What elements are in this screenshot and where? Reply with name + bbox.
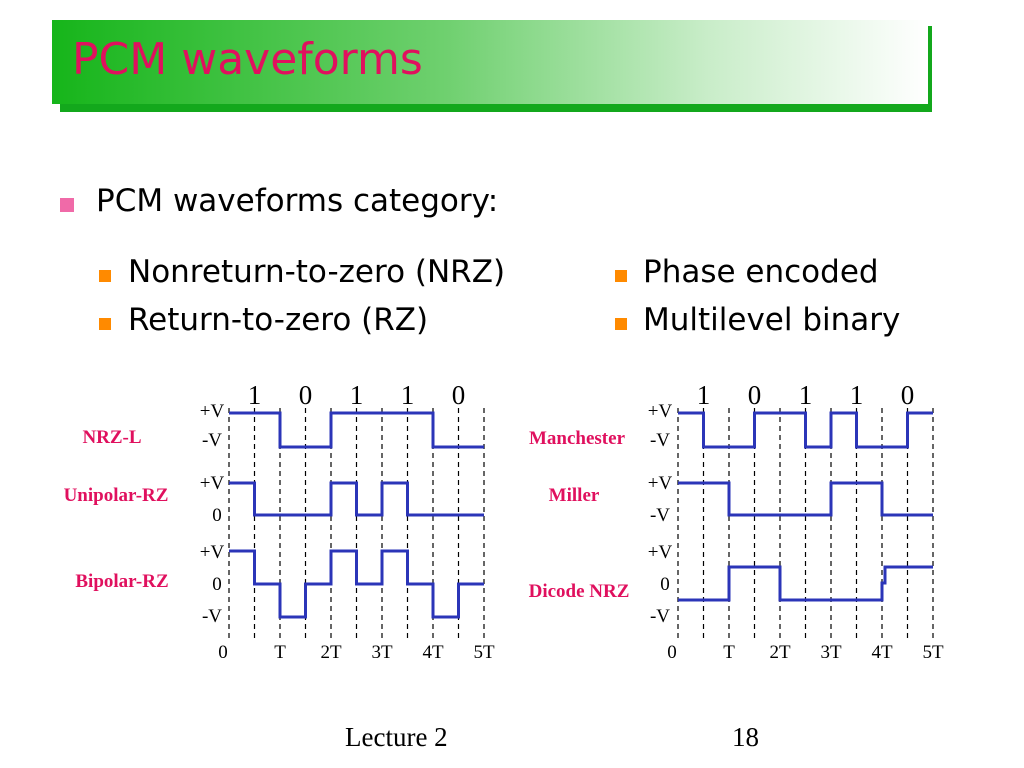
bit-label: 0 [901, 380, 915, 410]
sub-bullet-marker [615, 270, 627, 282]
level-label: 0 [212, 574, 222, 595]
time-label: 5T [473, 642, 495, 663]
time-label: 3T [371, 642, 393, 663]
level-label: +V [648, 401, 673, 422]
time-label: 2T [320, 642, 342, 663]
bit-label: 1 [350, 380, 364, 410]
sub-bullet-rz: Return-to-zero (RZ) [128, 302, 429, 338]
level-label: +V [648, 473, 673, 494]
level-label: +V [200, 473, 225, 494]
bit-label: 1 [850, 380, 864, 410]
footer-lecture: Lecture 2 [345, 722, 448, 752]
row-label-unipolar-rz: Unipolar-RZ [64, 485, 169, 506]
sub-bullet-phase: Phase encoded [643, 254, 879, 290]
waveform-bipolar-rz [229, 549, 484, 619]
bit-label: 1 [799, 380, 813, 410]
level-label: -V [650, 606, 670, 627]
level-label: 0 [660, 574, 670, 595]
row-label-miller: Miller [549, 485, 600, 506]
level-label: +V [648, 542, 673, 563]
waveform-nrz-l [229, 411, 484, 449]
time-label: 2T [769, 642, 791, 663]
waveform-dicode-nrz [678, 565, 933, 602]
time-label: 4T [871, 642, 893, 663]
level-label: -V [650, 430, 670, 451]
sub-bullet-marker [99, 270, 111, 282]
bit-label: 0 [748, 380, 762, 410]
time-label: 0 [218, 642, 228, 663]
title-bar [52, 20, 928, 104]
main-bullet-text: PCM waveforms category: [96, 183, 499, 219]
bit-label: 0 [299, 380, 313, 410]
bit-label: 1 [697, 380, 711, 410]
time-label: T [723, 642, 735, 663]
row-label-nrz-l: NRZ-L [82, 427, 141, 448]
slide-title: PCM waveforms [72, 34, 423, 85]
level-label: 0 [212, 505, 222, 526]
bit-label: 0 [452, 380, 466, 410]
row-label-bipolar-rz: Bipolar-RZ [75, 571, 168, 592]
level-label: -V [650, 505, 670, 526]
sub-bullet-nrz: Nonreturn-to-zero (NRZ) [128, 254, 506, 290]
time-label: 3T [820, 642, 842, 663]
level-label: -V [202, 606, 222, 627]
time-label: 5T [922, 642, 944, 663]
time-label: T [274, 642, 286, 663]
footer-page-number: 18 [732, 722, 759, 752]
waveform-miller [678, 481, 933, 517]
time-label: 0 [667, 642, 677, 663]
waveform-unipolar-rz [229, 481, 484, 517]
time-label: 4T [422, 642, 444, 663]
level-label: +V [200, 401, 225, 422]
bit-label: 1 [248, 380, 262, 410]
bit-label: 1 [401, 380, 415, 410]
row-label-manchester: Manchester [529, 428, 626, 449]
waveform-manchester [678, 411, 933, 449]
sub-bullet-marker [615, 318, 627, 330]
row-label-dicode-nrz: Dicode NRZ [529, 581, 630, 602]
main-bullet-marker [60, 198, 74, 212]
level-label: +V [200, 542, 225, 563]
sub-bullet-marker [99, 318, 111, 330]
level-label: -V [202, 430, 222, 451]
sub-bullet-multilevel: Multilevel binary [643, 302, 901, 338]
